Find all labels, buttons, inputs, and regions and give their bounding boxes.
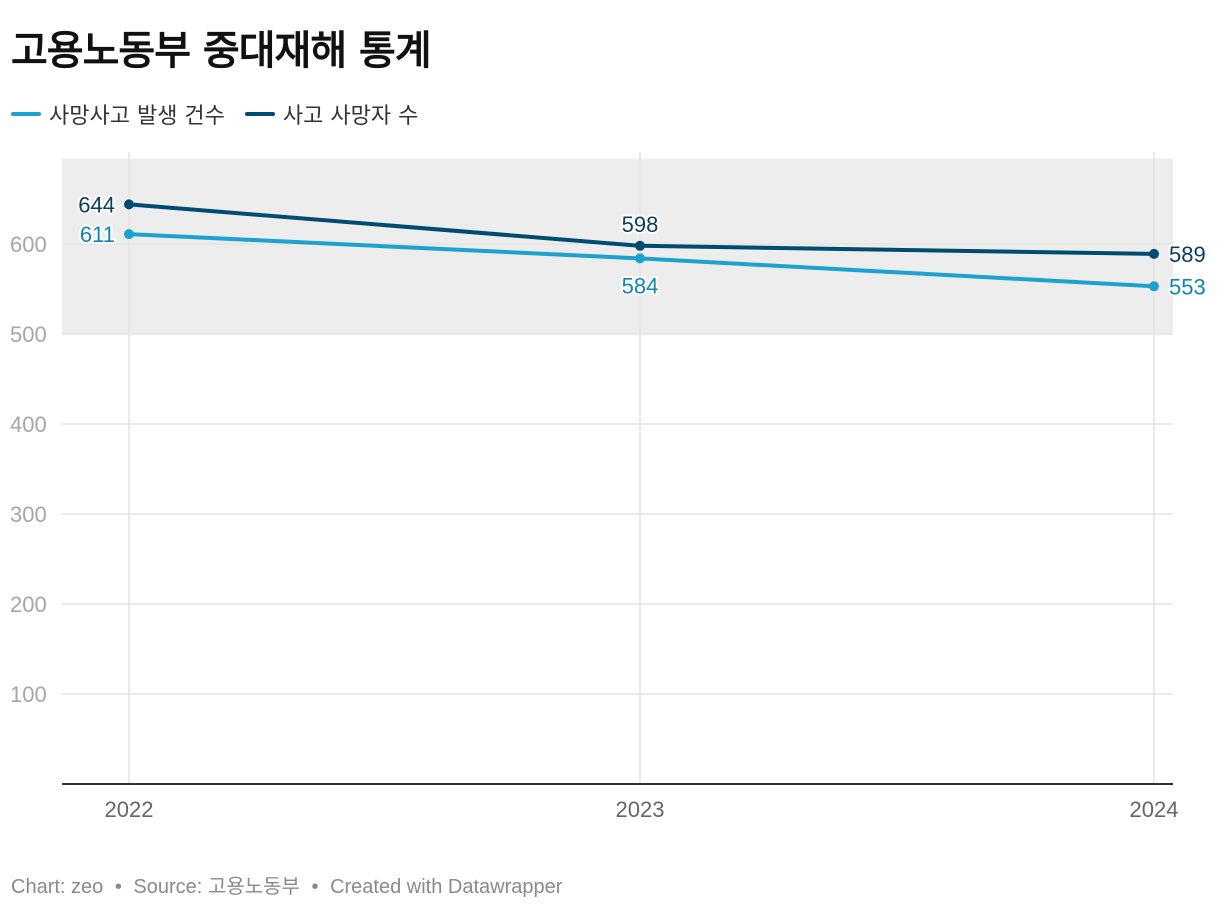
data-label-incidents: 611 xyxy=(80,222,115,247)
data-point-incidents xyxy=(124,229,134,240)
data-label-deaths: 644 xyxy=(78,192,115,217)
y-tick-label: 100 xyxy=(10,682,47,707)
legend-swatch-deaths xyxy=(244,112,275,116)
legend-label-incidents: 사망사고 발생 건수 xyxy=(49,104,225,129)
footer-separator: • xyxy=(311,876,319,898)
data-label-deaths: 598 xyxy=(622,212,659,237)
y-tick-label: 600 xyxy=(10,232,47,257)
legend: 사망사고 발생 건수 사고 사망자 수 xyxy=(11,98,418,130)
chart-title: 고용노동부 중대재해 통계 xyxy=(11,28,432,74)
data-point-deaths xyxy=(635,240,645,251)
data-point-deaths xyxy=(124,199,134,210)
footer: Chart: zeo • Source: 고용노동부 • Created wit… xyxy=(11,870,562,899)
data-label-incidents: 553 xyxy=(1169,274,1206,299)
line-chart: 100 200 300 400 500 600 2022 2023 2024 611 584 553 6… xyxy=(10,152,1208,822)
legend-item-incidents: 사망사고 발생 건수 xyxy=(11,98,225,130)
data-label-deaths: 589 xyxy=(1169,242,1206,267)
highlight-band xyxy=(62,158,1173,334)
legend-label-deaths: 사고 사망자 수 xyxy=(282,104,419,129)
footer-chart-label: Chart: xyxy=(11,876,66,898)
y-tick-label: 400 xyxy=(10,412,47,437)
x-tick-label: 2023 xyxy=(616,797,665,822)
footer-chart-author: zeo xyxy=(71,876,104,898)
footer-separator: • xyxy=(114,876,122,898)
y-tick-label: 500 xyxy=(10,322,47,347)
footer-created-link[interactable]: Created with Datawrapper xyxy=(330,876,563,898)
data-point-deaths xyxy=(1149,248,1159,259)
x-tick-label: 2024 xyxy=(1130,797,1179,822)
data-point-incidents xyxy=(635,253,645,264)
footer-source: 고용노동부 xyxy=(207,876,300,898)
data-point-incidents xyxy=(1149,281,1159,292)
legend-item-deaths: 사고 사망자 수 xyxy=(244,98,419,130)
y-tick-label: 300 xyxy=(10,502,47,527)
footer-source-label: Source: xyxy=(133,876,203,898)
data-label-incidents: 584 xyxy=(622,273,659,298)
y-tick-label: 200 xyxy=(10,592,47,617)
legend-swatch-incidents xyxy=(11,112,41,116)
x-tick-label: 2022 xyxy=(105,797,154,822)
